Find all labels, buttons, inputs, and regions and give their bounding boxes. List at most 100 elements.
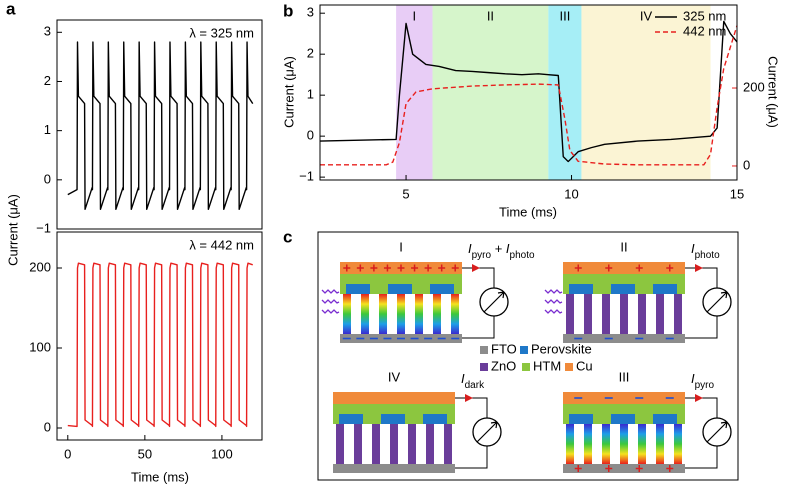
region	[581, 5, 711, 180]
zno-rod	[451, 294, 459, 334]
region	[432, 5, 549, 180]
y-tick-label: −1	[299, 169, 314, 184]
legend-swatch	[565, 363, 573, 371]
x-tick-label: 15	[730, 186, 744, 201]
y2-tick-label: 200	[743, 79, 765, 94]
legend-label: 325 nm	[683, 8, 726, 23]
annotation: λ = 325 nm	[189, 25, 254, 40]
zno-rod	[638, 424, 646, 464]
perovskite-pad	[430, 284, 454, 294]
legend-label: 442 nm	[683, 23, 726, 38]
zno-rod	[656, 294, 664, 334]
perovskite-pad	[611, 414, 635, 424]
panel-label: b	[283, 1, 293, 20]
perovskite-pad	[339, 414, 363, 424]
light-arrow	[321, 309, 340, 314]
y-tick-label: 0	[44, 171, 51, 186]
region	[396, 5, 433, 180]
annotation: λ = 442 nm	[189, 237, 254, 252]
zno-rod	[620, 424, 628, 464]
y-tick-label: 0	[307, 128, 314, 143]
zno-rod	[584, 424, 592, 464]
zno-rod	[602, 294, 610, 334]
zno-rod	[584, 294, 592, 334]
label-part: pyro	[695, 380, 715, 391]
perovskite-pad	[423, 414, 447, 424]
perovskite-pad	[381, 414, 405, 424]
light-arrow	[544, 299, 563, 304]
series-line	[320, 25, 738, 166]
region-label: III	[559, 8, 570, 23]
legend-swatch	[520, 346, 528, 354]
y-tick-label: 2	[307, 46, 314, 61]
current-arrow	[695, 394, 703, 402]
fto-layer	[333, 464, 455, 473]
legend-label: HTM	[533, 358, 561, 373]
perovskite-pad	[569, 414, 593, 424]
label-part: photo	[695, 250, 720, 261]
y-tick-label: 0	[44, 419, 51, 434]
perovskite-pad	[653, 414, 677, 424]
zno-rod	[408, 424, 416, 464]
plot-frame	[319, 4, 738, 181]
legend-swatch	[522, 363, 530, 371]
zno-rod	[674, 424, 682, 464]
plot-frame	[56, 19, 263, 230]
x-axis-label: Time (ms)	[131, 469, 189, 484]
zno-rod	[602, 424, 610, 464]
light-arrow	[544, 289, 563, 294]
zno-rod	[336, 424, 344, 464]
light-arrow	[321, 289, 340, 294]
zno-rod	[397, 294, 405, 334]
label-part: I	[691, 371, 695, 386]
light-arrow	[321, 299, 340, 304]
zno-rod	[390, 424, 398, 464]
legend-label: ZnO	[491, 358, 516, 373]
x-axis-label: Time (ms)	[499, 204, 557, 219]
perovskite-pad	[569, 284, 593, 294]
stage-label: III	[619, 369, 630, 384]
diagram-frame	[317, 231, 739, 481]
zno-rod	[415, 294, 423, 334]
chart: −1 0 1 2 3 λ = 325 nm Current (μA) a	[5, 0, 263, 266]
x-tick-label: 100	[211, 446, 233, 461]
perovskite-pad	[346, 284, 370, 294]
meter-needle	[476, 421, 498, 443]
meter-needle	[483, 291, 505, 313]
legend-label: Perovskite	[531, 341, 592, 356]
x-tick-label: 0	[64, 446, 71, 461]
label-part: I	[468, 241, 472, 256]
x-tick-label: 50	[138, 446, 152, 461]
label-part: I	[461, 371, 465, 386]
y-tick-label: 3	[44, 24, 51, 39]
zno-rod	[674, 294, 682, 334]
zno-rod	[620, 294, 628, 334]
zno-rod	[426, 424, 434, 464]
y-tick-label: −1	[36, 220, 51, 235]
zno-rod	[566, 294, 574, 334]
fto-layer	[563, 464, 685, 473]
series-line	[67, 41, 254, 211]
y-tick-label: 1	[307, 87, 314, 102]
rich-label: Idark	[461, 371, 485, 391]
x-tick-label: 5	[402, 186, 409, 201]
fto-layer	[563, 334, 685, 343]
series-line	[319, 20, 738, 163]
legend-swatch	[480, 363, 488, 371]
region	[548, 5, 582, 180]
series-line	[67, 262, 253, 428]
cu-layer	[333, 392, 455, 404]
meter-needle	[706, 291, 728, 313]
current-arrow	[472, 264, 480, 272]
y2-tick-label: 0	[743, 157, 750, 172]
y-tick-label: 1	[44, 122, 51, 137]
current-arrow	[465, 394, 473, 402]
region-label: I	[413, 8, 417, 23]
rich-label: Ipyro	[691, 371, 715, 391]
y-axis-label: Current (μA)	[5, 194, 20, 266]
perovskite-pad	[653, 284, 677, 294]
panel-label: c	[283, 227, 292, 246]
zno-rod	[343, 294, 351, 334]
zno-rod	[656, 424, 664, 464]
